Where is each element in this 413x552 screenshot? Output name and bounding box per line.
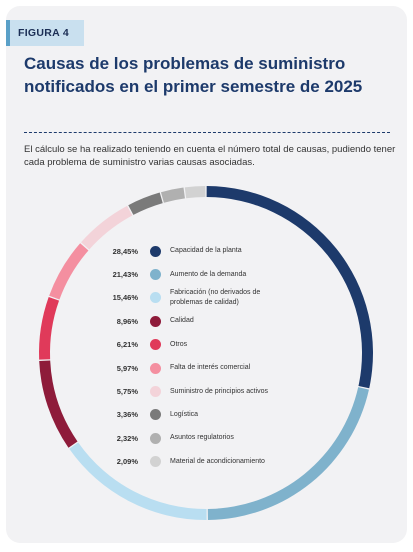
legend-item: 3,36% Logística [96, 404, 296, 426]
legend-swatch [150, 292, 161, 304]
legend-value: 2,32% [116, 433, 138, 443]
donut-slice-4 [39, 296, 60, 360]
legend-label: Calidad [170, 317, 194, 325]
legend-item: 28,45% Capacidad de la planta [96, 240, 296, 262]
legend-value: 28,45% [112, 246, 138, 256]
legend-swatch [150, 245, 161, 257]
legend-swatch [150, 456, 161, 468]
donut-slice-9 [184, 186, 206, 199]
legend-swatch [150, 409, 161, 421]
legend-swatch [150, 385, 161, 397]
legend-value: 6,21% [116, 340, 138, 350]
legend-label: Falta de interés comercial [170, 364, 251, 372]
legend-swatch [150, 432, 161, 444]
legend-label: Suministro de principios activos [170, 387, 269, 395]
legend-item: 5,75% Suministro de principios activos [96, 380, 296, 402]
legend-swatch [150, 362, 161, 374]
legend-item: 6,21% Otros [96, 334, 296, 356]
legend-item: 8,96% Calidad [96, 310, 296, 332]
legend-item: 15,46% Fabricación (no derivados de probl… [96, 287, 296, 309]
legend-value: 8,96% [116, 316, 138, 326]
legend-swatch [150, 268, 161, 280]
donut-chart [39, 186, 373, 520]
legend-label: Fabricación (no derivados de problemas d… [170, 289, 261, 306]
legend-value: 21,43% [112, 269, 138, 279]
legend-item: 2,09% Material de acondicionamiento [96, 451, 296, 473]
figure-card: FIGURA 4 Causas de los problemas de sumi… [6, 6, 407, 543]
legend-label: Otros [170, 340, 188, 348]
donut-slice-7 [128, 192, 163, 215]
legend-label: Material de acondicionamiento [170, 457, 265, 465]
title-divider [24, 132, 390, 133]
chart-title: Causas de los problemas de suministro no… [24, 54, 363, 96]
chart-subtitle: El cálculo se ha realizado teniendo en c… [24, 144, 396, 168]
legend-value: 2,09% [116, 457, 138, 467]
legend-swatch [150, 339, 161, 351]
legend-item: 21,43% Aumento de la demanda [96, 263, 296, 285]
donut-slice-5 [49, 243, 89, 300]
figure-tag: FIGURA 4 [6, 20, 84, 46]
legend-value: 3,36% [116, 410, 138, 420]
donut-slice-6 [81, 205, 133, 250]
legend-label: Logística [170, 411, 199, 419]
legend-label: Capacidad de la planta [170, 247, 242, 255]
donut-slice-3 [39, 360, 78, 448]
donut-slice-1 [207, 387, 369, 520]
legend-swatch [150, 315, 161, 327]
legend-value: 5,97% [116, 363, 138, 373]
legend-item: 2,32% Asuntos regulatorios [96, 427, 296, 449]
legend-value: 5,75% [116, 386, 138, 396]
legend-label: Aumento de la demanda [170, 270, 247, 278]
donut-slice-8 [160, 187, 185, 203]
legend-value: 15,46% [112, 293, 138, 303]
legend-label: Asuntos regulatorios [170, 434, 234, 442]
donut-slice-2 [69, 442, 207, 520]
legend-item: 5,97% Falta de interés comercial [96, 357, 296, 379]
